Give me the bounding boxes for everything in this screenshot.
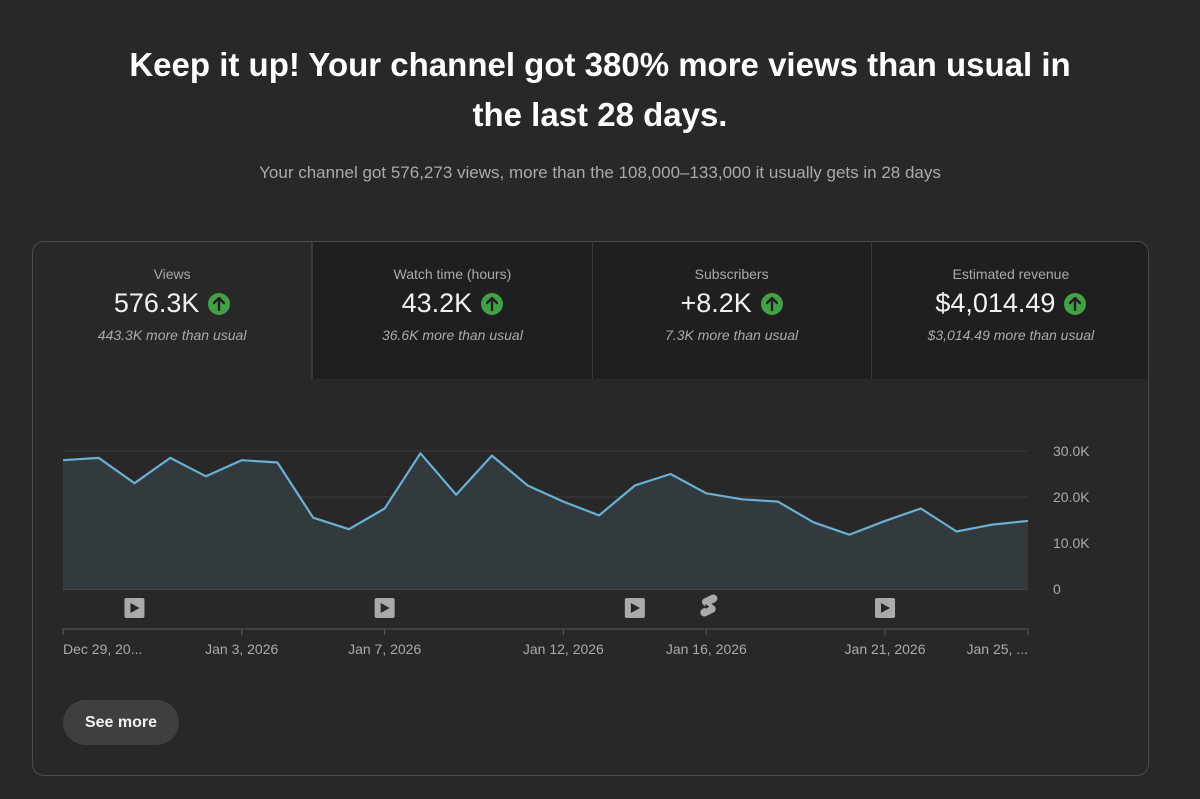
- data-point: [954, 529, 960, 535]
- tab-note: 36.6K more than usual: [381, 327, 523, 343]
- arrow-up-icon: [760, 292, 783, 315]
- tab-value: 576.3K: [113, 288, 200, 318]
- tab-label: Views: [153, 266, 191, 282]
- headline: Keep it up! Your channel got 380% more v…: [0, 40, 1200, 140]
- subline: Your channel got 576,273 views, more tha…: [259, 163, 941, 182]
- data-point: [739, 496, 745, 502]
- data-point: [1025, 518, 1031, 524]
- arrow-up-icon: [208, 292, 231, 315]
- video-play-icon[interactable]: [875, 598, 896, 618]
- tab-value: +8.2K: [680, 288, 752, 318]
- data-point: [382, 506, 388, 512]
- y-tick-label: 30.0K: [1053, 443, 1090, 459]
- x-tick-label: Jan 25, ...: [967, 641, 1028, 657]
- data-point: [417, 450, 423, 456]
- y-tick-label: 0: [1053, 581, 1061, 597]
- x-tick-label: Jan 7, 2026: [348, 641, 421, 657]
- data-point: [96, 455, 102, 461]
- data-point: [453, 492, 459, 498]
- data-point: [131, 480, 137, 486]
- see-more-button[interactable]: See more: [63, 700, 179, 745]
- data-point: [703, 490, 709, 496]
- headline-line-2: the last 28 days.: [472, 96, 728, 133]
- x-tick-label: Jan 16, 2026: [666, 641, 747, 657]
- data-point: [846, 532, 852, 538]
- data-point: [632, 483, 638, 489]
- data-point: [811, 519, 817, 525]
- data-point: [596, 512, 602, 518]
- tab-estimated-revenue[interactable]: Estimated revenue $4,014.49 $3,014.49 mo…: [870, 242, 1148, 379]
- x-tick-label: Jan 12, 2026: [523, 641, 604, 657]
- arrow-up-icon: [1064, 292, 1087, 315]
- data-point: [882, 518, 888, 524]
- tab-note: 7.3K more than usual: [665, 327, 799, 343]
- views-line: [62, 452, 1029, 536]
- x-tick-label: Jan 3, 2026: [205, 641, 278, 657]
- analytics-card: Views 576.3K 443.3K more than usual Watc…: [32, 241, 1149, 776]
- data-point: [167, 455, 173, 461]
- tab-note: 443.3K more than usual: [97, 327, 247, 343]
- data-point: [918, 506, 924, 512]
- tab-value: $4,014.49: [935, 288, 1056, 318]
- data-point: [489, 453, 495, 459]
- metric-tabs: Views 576.3K 443.3K more than usual Watc…: [33, 242, 1148, 379]
- tab-label: Subscribers: [694, 266, 769, 282]
- video-play-icon[interactable]: [374, 598, 395, 618]
- views-chart: 30.0K 20.0K 10.0K 0 Dec 29, 20... Jan 3, 2026…: [33, 379, 1148, 679]
- data-point: [239, 457, 245, 463]
- data-point: [525, 483, 531, 489]
- data-point: [310, 515, 316, 521]
- tab-views[interactable]: Views 576.3K 443.3K more than usual: [33, 242, 313, 379]
- x-tick-label: Dec 29, 20...: [63, 641, 142, 657]
- y-tick-label: 10.0K: [1053, 535, 1090, 551]
- data-point: [346, 526, 352, 532]
- x-tick-label: Jan 21, 2026: [845, 641, 926, 657]
- data-point: [775, 499, 781, 505]
- tab-note: $3,014.49 more than usual: [927, 327, 1095, 343]
- data-point: [668, 471, 674, 477]
- data-point: [203, 473, 209, 479]
- arrow-up-icon: [481, 292, 504, 315]
- video-play-icon[interactable]: [124, 598, 145, 618]
- y-tick-label: 20.0K: [1053, 489, 1090, 505]
- data-point: [560, 499, 566, 505]
- tab-value: 43.2K: [401, 288, 473, 318]
- headline-line-1: Keep it up! Your channel got 380% more v…: [129, 46, 1071, 83]
- video-play-icon[interactable]: [624, 598, 645, 618]
- tab-watch-time[interactable]: Watch time (hours) 43.2K 36.6K more than…: [312, 242, 592, 379]
- tab-label: Watch time (hours): [393, 266, 512, 282]
- shorts-icon[interactable]: [700, 594, 718, 617]
- tab-subscribers[interactable]: Subscribers +8.2K 7.3K more than usual: [591, 242, 871, 379]
- data-point: [274, 460, 280, 466]
- views-area: [63, 453, 1028, 589]
- data-point: [989, 522, 995, 528]
- tab-label: Estimated revenue: [952, 266, 1070, 282]
- views-chart-svg: 30.0K 20.0K 10.0K 0 Dec 29, 20... Jan 3, 2026…: [60, 443, 1090, 657]
- data-point: [60, 457, 66, 463]
